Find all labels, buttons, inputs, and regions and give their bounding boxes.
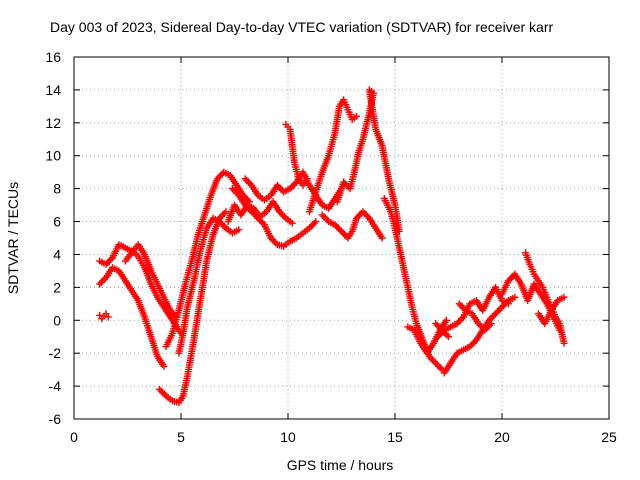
data-point-marker: [428, 356, 436, 364]
y-tick-label: 8: [53, 181, 61, 197]
data-point-marker: [433, 361, 441, 369]
y-tick-label: 2: [53, 279, 61, 295]
data-point-marker: [160, 362, 168, 370]
grid-lines: [74, 57, 609, 419]
data-point-marker: [321, 214, 329, 222]
data-point-marker: [445, 333, 452, 341]
data-point-marker: [341, 231, 349, 239]
y-tick-label: 16: [45, 49, 61, 65]
data-point-marker: [361, 209, 369, 217]
data-point-marker: [356, 211, 364, 219]
x-tick-label: 15: [387, 429, 403, 445]
y-tick-label: 14: [45, 82, 61, 98]
data-point-marker: [104, 313, 112, 321]
chart-title: Day 003 of 2023, Sidereal Day-to-day VTE…: [50, 19, 553, 35]
data-point-marker: [492, 310, 500, 318]
y-axis-label: SDTVAR / TECUs: [5, 182, 21, 294]
data-point-marker: [157, 387, 165, 395]
data-point-marker: [320, 213, 328, 221]
data-point-marker: [222, 208, 230, 216]
y-tick-label: -6: [49, 411, 62, 427]
axis-ticks: 0 5 10 15 20 25 -6 -4 -2 0 2 4 6 8 10 12 14 16: [45, 49, 617, 445]
data-point-marker: [456, 316, 464, 324]
data-point-marker: [279, 211, 287, 219]
y-tick-label: -2: [49, 345, 62, 361]
data-point-marker: [244, 178, 252, 186]
data-point-marker: [430, 357, 438, 365]
data-point-marker: [493, 308, 501, 316]
data-point-marker: [156, 385, 164, 393]
data-point-marker: [442, 316, 450, 324]
x-tick-label: 0: [70, 429, 78, 445]
data-point-marker: [432, 359, 440, 367]
data-point-marker: [241, 175, 249, 183]
data-point-marker: [235, 226, 243, 234]
data-point-marker: [309, 221, 317, 229]
data-point-marker: [458, 303, 466, 311]
data-point-marker: [457, 301, 465, 309]
data-point-marker: [496, 305, 504, 313]
y-tick-label: 0: [53, 312, 61, 328]
data-point-marker: [270, 237, 278, 245]
data-point-marker: [334, 224, 342, 232]
data-point-marker: [257, 218, 265, 226]
y-tick-label: 12: [45, 115, 61, 131]
data-point-marker: [289, 181, 297, 189]
data-point-marker: [338, 227, 345, 235]
x-tick-label: 10: [280, 429, 296, 445]
data-point-marker: [455, 300, 463, 308]
data-point-marker: [336, 226, 344, 234]
y-tick-label: 6: [53, 214, 61, 230]
data-point-marker: [359, 208, 367, 216]
data-point-marker: [504, 300, 512, 308]
data-points: [96, 86, 568, 407]
x-tick-label: 20: [494, 429, 510, 445]
data-point-marker: [312, 218, 320, 226]
data-point-marker: [243, 176, 251, 184]
data-point-marker: [560, 339, 568, 347]
data-point-marker: [307, 222, 315, 230]
x-tick-label: 5: [177, 429, 185, 445]
data-point-marker: [160, 390, 168, 398]
plot-frame: [73, 56, 610, 420]
data-point-marker: [339, 229, 347, 237]
data-point-marker: [99, 277, 107, 285]
data-point-marker: [435, 362, 443, 370]
data-point-marker: [511, 293, 519, 301]
x-tick-label: 25: [601, 429, 617, 445]
data-point-marker: [220, 222, 228, 230]
y-tick-label: 4: [53, 246, 61, 262]
y-tick-label: 10: [45, 148, 61, 164]
data-point-marker: [104, 259, 112, 267]
data-point-marker: [97, 278, 105, 286]
data-point-marker: [310, 219, 318, 227]
data-point-marker: [378, 234, 386, 242]
data-point-marker: [343, 181, 351, 189]
data-point-marker: [560, 293, 568, 301]
data-point-marker: [488, 313, 496, 321]
data-point-marker: [280, 213, 288, 221]
data-point-marker: [219, 211, 227, 219]
data-point-marker: [362, 211, 370, 219]
data-point-marker: [288, 219, 296, 227]
y-tick-label: -4: [49, 378, 62, 394]
data-point-marker: [96, 280, 104, 288]
data-point-marker: [303, 175, 311, 183]
data-point-marker: [432, 320, 440, 328]
data-point-marker: [487, 320, 495, 328]
data-point-marker: [159, 389, 167, 397]
x-axis-label: GPS time / hours: [287, 457, 394, 473]
data-point-marker: [220, 209, 228, 217]
data-point-marker: [318, 211, 326, 219]
data-point-marker: [495, 306, 503, 314]
data-point-marker: [469, 339, 477, 347]
data-point-marker: [352, 112, 360, 120]
data-point-marker: [490, 311, 498, 319]
